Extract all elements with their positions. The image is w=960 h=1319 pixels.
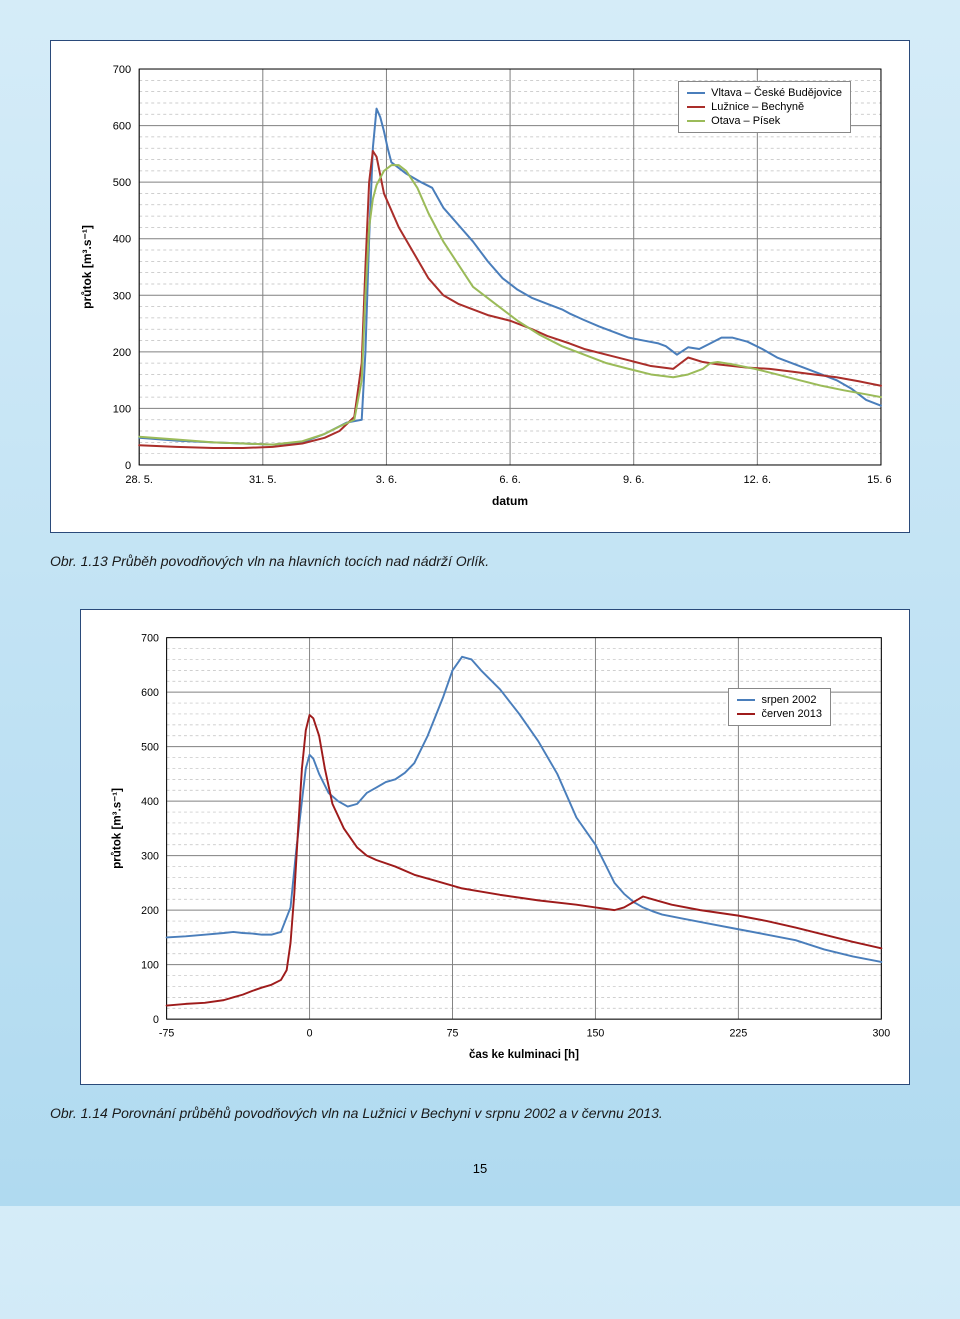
svg-text:600: 600 (141, 687, 159, 699)
legend-item: červen 2013 (737, 707, 822, 721)
legend-label: Vltava – České Budějovice (711, 87, 842, 99)
legend-item: Lužnice – Bechyně (687, 100, 842, 114)
svg-text:15. 6.: 15. 6. (867, 474, 891, 486)
svg-text:datum: datum (492, 494, 528, 508)
svg-text:150: 150 (587, 1028, 605, 1040)
svg-text:100: 100 (113, 403, 131, 415)
legend-label: Lužnice – Bechyně (711, 101, 804, 113)
svg-text:0: 0 (125, 460, 131, 472)
svg-text:průtok [m³.s⁻¹]: průtok [m³.s⁻¹] (80, 225, 94, 309)
svg-text:300: 300 (872, 1028, 890, 1040)
legend-label: červen 2013 (761, 708, 822, 720)
legend-swatch (687, 120, 705, 122)
svg-text:200: 200 (113, 347, 131, 359)
svg-text:400: 400 (113, 234, 131, 246)
legend-label: srpen 2002 (761, 694, 816, 706)
chart-frame-2: 0100200300400500600700-75075150225300prů… (80, 609, 910, 1085)
svg-text:28. 5.: 28. 5. (125, 474, 153, 486)
svg-text:700: 700 (113, 64, 131, 76)
caption-2: Obr. 1.14 Porovnání průběhů povodňových … (50, 1105, 910, 1121)
chart-1-legend: Vltava – České Budějovice Lužnice – Bechy… (678, 81, 851, 133)
svg-text:3. 6.: 3. 6. (376, 474, 397, 486)
svg-text:300: 300 (113, 290, 131, 302)
svg-text:0: 0 (307, 1028, 313, 1040)
svg-text:700: 700 (141, 633, 159, 645)
svg-text:400: 400 (141, 796, 159, 808)
svg-text:200: 200 (141, 905, 159, 917)
svg-text:75: 75 (447, 1028, 459, 1040)
chart-frame-1: 0 100 200 300 400 500 600 700 28. 5. 31. 5. 3. 6. 6… (50, 40, 910, 533)
svg-text:6. 6.: 6. 6. (499, 474, 520, 486)
svg-text:500: 500 (113, 177, 131, 189)
svg-text:čas ke kulminaci [h]: čas ke kulminaci [h] (469, 1049, 579, 1061)
caption-1: Obr. 1.13 Průběh povodňových vln na hlav… (50, 553, 910, 569)
chart-2-legend: srpen 2002 červen 2013 (728, 688, 831, 726)
svg-text:500: 500 (141, 742, 159, 754)
legend-item: Otava – Písek (687, 114, 842, 128)
legend-item: srpen 2002 (737, 693, 822, 707)
svg-text:100: 100 (141, 960, 159, 972)
svg-text:-75: -75 (159, 1028, 174, 1040)
legend-swatch (687, 92, 705, 94)
svg-text:9. 6.: 9. 6. (623, 474, 644, 486)
svg-text:300: 300 (141, 851, 159, 863)
svg-text:12. 6.: 12. 6. (744, 474, 772, 486)
svg-text:31. 5.: 31. 5. (249, 474, 277, 486)
legend-item: Vltava – České Budějovice (687, 86, 842, 100)
svg-text:průtok [m³.s⁻¹]: průtok [m³.s⁻¹] (111, 788, 123, 869)
chart-1: 0 100 200 300 400 500 600 700 28. 5. 31. 5. 3. 6. 6… (69, 59, 891, 520)
svg-text:0: 0 (153, 1014, 159, 1026)
legend-swatch (737, 699, 755, 701)
chart-2: 0100200300400500600700-75075150225300prů… (99, 628, 891, 1072)
page-number: 15 (0, 1161, 960, 1176)
legend-swatch (687, 106, 705, 108)
svg-text:600: 600 (113, 121, 131, 133)
svg-text:225: 225 (730, 1028, 748, 1040)
legend-swatch (737, 713, 755, 715)
legend-label: Otava – Písek (711, 115, 780, 127)
